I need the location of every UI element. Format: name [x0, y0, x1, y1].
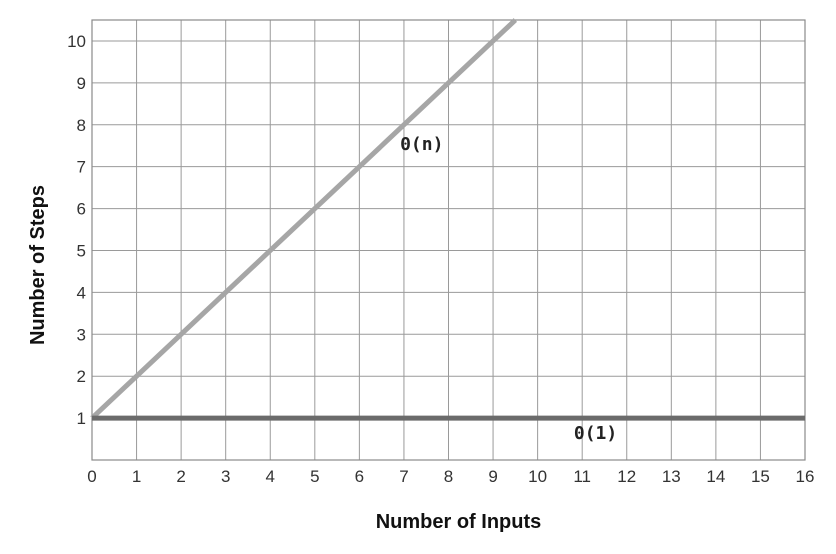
- y-tick-label: 1: [77, 409, 86, 428]
- x-tick-label: 15: [751, 467, 770, 486]
- x-tick-label: 9: [488, 467, 497, 486]
- y-tick-label: 10: [67, 32, 86, 51]
- x-tick-label: 7: [399, 467, 408, 486]
- x-tick-labels: 0 1 2 3 4 5 6 7 8 9 10 11 12 13 14 15 16: [87, 467, 814, 486]
- y-tick-label: 8: [77, 116, 86, 135]
- y-tick-label: 2: [77, 367, 86, 386]
- x-tick-label: 11: [573, 467, 591, 486]
- x-tick-label: 8: [444, 467, 453, 486]
- series-label-linear: 0(n): [400, 134, 443, 155]
- x-axis-title: Number of Inputs: [376, 511, 542, 533]
- y-axis-title: Number of Steps: [27, 185, 49, 345]
- x-tick-label: 0: [87, 467, 96, 486]
- x-tick-label: 13: [662, 467, 681, 486]
- y-tick-label: 9: [77, 74, 86, 93]
- y-tick-label: 4: [77, 283, 86, 302]
- x-tick-label: 3: [221, 467, 230, 486]
- plot-frame: [91, 19, 806, 461]
- x-tick-label: 1: [132, 467, 141, 486]
- y-tick-label: 7: [77, 158, 86, 177]
- x-tick-label: 4: [266, 467, 275, 486]
- x-tick-label: 14: [706, 467, 725, 486]
- x-tick-label: 6: [355, 467, 364, 486]
- y-tick-label: 3: [77, 325, 86, 344]
- series-label-constant: 0(1): [574, 423, 617, 444]
- y-tick-label: 5: [77, 241, 86, 260]
- x-tick-label: 10: [528, 467, 547, 486]
- x-tick-label: 16: [796, 467, 815, 486]
- series-layer: 0(n) 0(1): [90, 18, 805, 444]
- series-line-linear: [90, 18, 518, 420]
- y-tick-label: 6: [77, 200, 86, 219]
- y-tick-labels: 1 2 3 4 5 6 7 8 9 10: [67, 32, 86, 428]
- x-tick-label: 2: [176, 467, 185, 486]
- x-tick-label: 5: [310, 467, 319, 486]
- x-tick-label: 12: [617, 467, 636, 486]
